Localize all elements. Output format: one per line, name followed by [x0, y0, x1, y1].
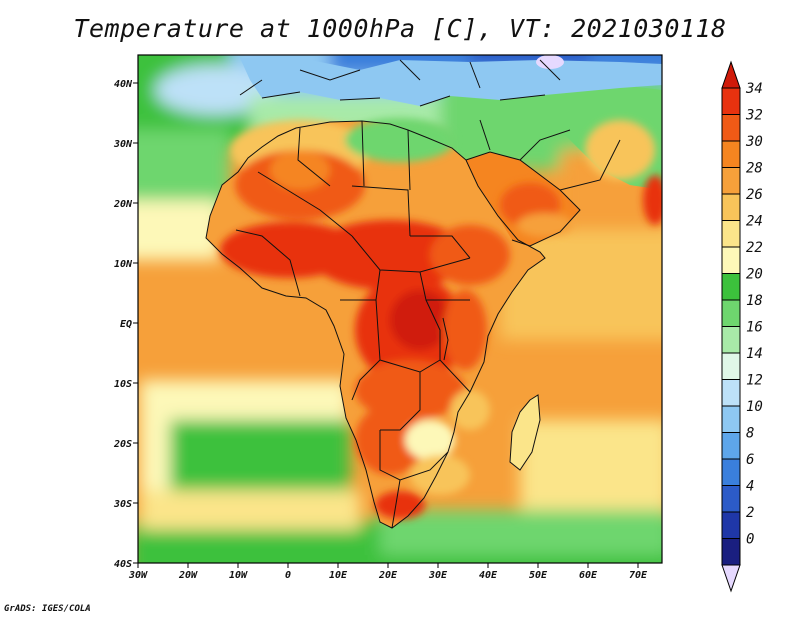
colorbar-label: 14	[746, 346, 763, 362]
grads-credit: GrADS: IGES/COLA	[4, 604, 91, 614]
lon-tick-label: 40E	[479, 570, 498, 581]
temperature-field	[138, 55, 662, 563]
lat-tick-label: 40S	[114, 559, 132, 570]
lon-tick-label: 0	[285, 570, 291, 581]
lon-tick-label: 70E	[629, 570, 648, 581]
colorbar-label: 12	[746, 373, 763, 389]
lon-tick-label: 10W	[229, 570, 248, 581]
colorbar-box	[721, 511, 741, 539]
lat-tick-label: 10S	[114, 379, 132, 390]
lon-tick-label: 20W	[178, 570, 198, 581]
colorbar-box	[721, 87, 741, 115]
colorbar-label: 32	[745, 108, 763, 124]
lon-tick-label: 50E	[529, 570, 548, 581]
colorbar-box	[721, 379, 741, 407]
colorbar-box	[721, 273, 741, 301]
country-borders	[205, 59, 621, 529]
colorbar-label: 6	[746, 452, 754, 468]
colorbar-box	[721, 246, 741, 274]
lon-tick-label: 30W	[128, 570, 148, 581]
colorbar-box	[721, 220, 741, 248]
lat-tick-label: 30N	[113, 139, 133, 150]
colorbar-label: 22	[746, 240, 763, 256]
colorbar-label: 10	[746, 399, 763, 415]
colorbar-box	[721, 299, 741, 327]
lon-tick-label: 10E	[329, 570, 348, 581]
colorbar-box	[721, 140, 741, 168]
colorbar-box	[721, 352, 741, 380]
colorbar-label: 2	[746, 505, 754, 521]
colorbar-label: 30	[745, 134, 763, 150]
lat-tick-label: 30S	[113, 499, 132, 510]
lat-tick-label: 40N	[114, 79, 133, 90]
lon-tick-label: 60E	[579, 570, 598, 581]
lon-tick-label: 30E	[428, 570, 448, 581]
colorbar-label: 24	[746, 214, 763, 230]
colorbar-label: 20	[746, 267, 763, 283]
colorbar-label: 18	[746, 293, 763, 309]
lat-tick-label: EQ	[120, 319, 132, 330]
colorbar-label: 8	[746, 426, 754, 442]
colorbar-bottom-arrow	[721, 564, 741, 593]
colorbar-label: 4	[746, 479, 754, 495]
colorbar-box	[721, 114, 741, 142]
colorbar-top-arrow	[721, 60, 741, 89]
colorbar-box	[721, 485, 741, 513]
lat-tick-label: 20S	[113, 439, 132, 450]
colorbar-box	[721, 193, 741, 221]
colorbar-label: 28	[746, 161, 763, 177]
colorbar-label: 26	[746, 187, 763, 203]
map-frame	[137, 54, 663, 564]
map-title: Temperature at 1000hPa [C], VT: 20210301…	[73, 14, 727, 43]
colorbar-label: 34	[745, 81, 763, 97]
colorbar-label: 16	[746, 320, 763, 336]
colorbar-box	[721, 167, 741, 195]
colorbar-box	[721, 538, 741, 566]
colorbar-box	[721, 432, 741, 460]
lon-tick-label: 20E	[378, 570, 398, 581]
colorbar-label: 0	[746, 532, 754, 548]
colorbar-box	[721, 458, 741, 486]
map-axes: 30W 20W 10W 0 10E 20E 30E 40E 50E 60E 70E 40N 30N 20N…	[113, 79, 648, 581]
colorbar-box	[721, 326, 741, 354]
lat-tick-label: 10N	[114, 259, 133, 270]
colorbar-box	[721, 405, 741, 433]
lat-tick-label: 20N	[113, 199, 133, 210]
